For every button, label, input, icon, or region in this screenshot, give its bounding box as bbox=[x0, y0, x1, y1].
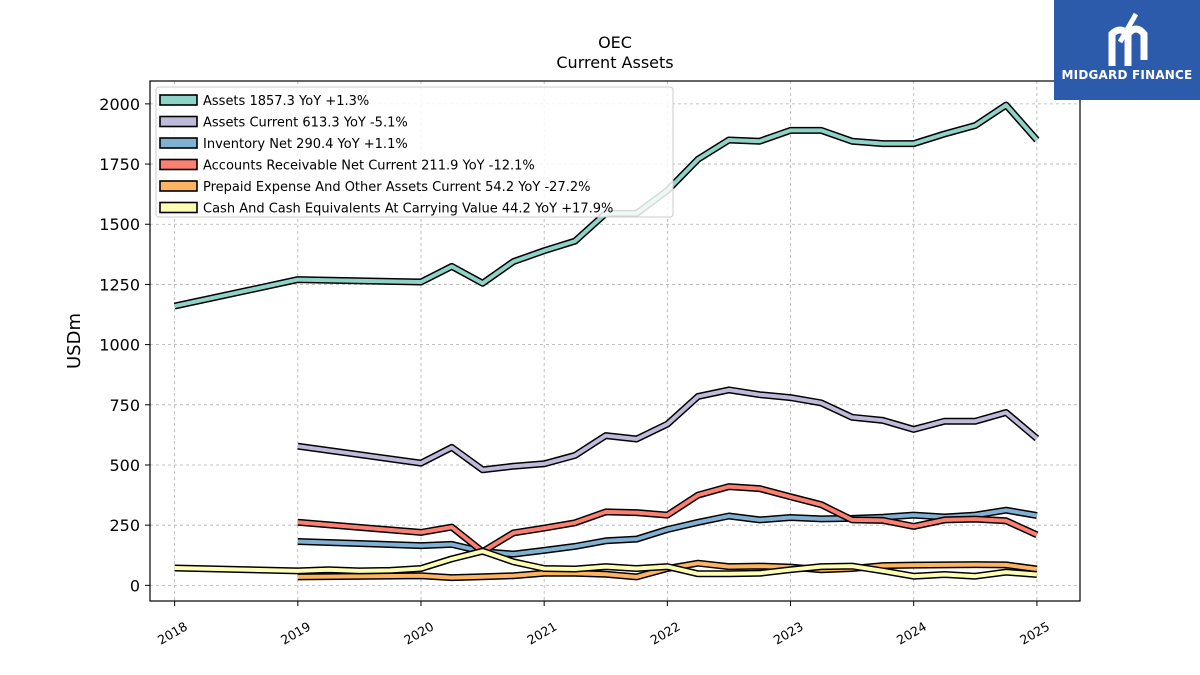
legend-swatch bbox=[159, 201, 198, 214]
midgard-finance-logo: MIDGARD FINANCE bbox=[1054, 0, 1200, 100]
legend-frame bbox=[155, 86, 674, 218]
legend-entry: Inventory Net 290.4 YoY +1.1% bbox=[203, 137, 408, 152]
series-line bbox=[297, 484, 1038, 554]
legend: Assets 1857.3 YoY +1.3% Assets Current 61… bbox=[155, 86, 674, 218]
x-tick-label: 2022 bbox=[648, 619, 683, 648]
plot-area-frame bbox=[149, 80, 1081, 602]
y-tick-label: 250 bbox=[109, 516, 140, 535]
y-axis-label: USDm bbox=[64, 313, 85, 369]
y-tick-label: 1250 bbox=[99, 275, 140, 294]
series-layer bbox=[173, 101, 1040, 582]
legend-swatch bbox=[159, 94, 198, 106]
chart-subtitle: Current Assets bbox=[556, 53, 673, 72]
legend-entry: Assets 1857.3 YoY +1.3% bbox=[203, 94, 369, 109]
series-4 bbox=[297, 559, 1038, 582]
series-line bbox=[174, 103, 1039, 309]
x-tick-label: 2025 bbox=[1017, 619, 1052, 648]
legend-swatch bbox=[159, 180, 198, 192]
y-tick-label: 750 bbox=[109, 396, 140, 415]
series-line bbox=[174, 549, 1038, 579]
series-line bbox=[297, 387, 1039, 472]
x-tick-label: 2024 bbox=[894, 619, 929, 648]
x-tick-label: 2021 bbox=[524, 619, 559, 648]
series-5 bbox=[174, 547, 1038, 580]
series-0 bbox=[173, 101, 1040, 310]
legend-entry: Prepaid Expense And Other Assets Current… bbox=[203, 180, 590, 195]
legend-swatch bbox=[159, 158, 198, 171]
logo-text: MIDGARD FINANCE bbox=[1061, 68, 1193, 82]
legend-entry: Accounts Receivable Net Current 211.9 Yo… bbox=[203, 159, 535, 174]
x-tick-label: 2019 bbox=[278, 619, 313, 648]
y-tick-label: 1500 bbox=[99, 215, 140, 234]
y-tick-label: 1750 bbox=[99, 155, 140, 174]
series-line bbox=[297, 561, 1038, 580]
y-tick-label: 0 bbox=[130, 576, 140, 595]
x-tick-label: 2020 bbox=[401, 619, 436, 648]
x-tick-label: 2018 bbox=[155, 619, 190, 648]
midgard-logo-icon bbox=[1108, 12, 1148, 66]
y-tick-label: 500 bbox=[109, 456, 140, 475]
y-tick-label: 1000 bbox=[99, 336, 140, 355]
x-tick-label: 2023 bbox=[771, 619, 806, 648]
legend-entry: Assets Current 613.3 YoY -5.1% bbox=[203, 116, 408, 131]
series-3 bbox=[297, 483, 1039, 556]
legend-swatch bbox=[159, 137, 198, 149]
chart-title: OEC bbox=[598, 33, 632, 52]
y-tick-label: 2000 bbox=[99, 95, 140, 114]
legend-swatch bbox=[159, 115, 198, 128]
series-1 bbox=[297, 386, 1040, 474]
legend-entry: Cash And Cash Equivalents At Carrying Va… bbox=[203, 202, 613, 217]
